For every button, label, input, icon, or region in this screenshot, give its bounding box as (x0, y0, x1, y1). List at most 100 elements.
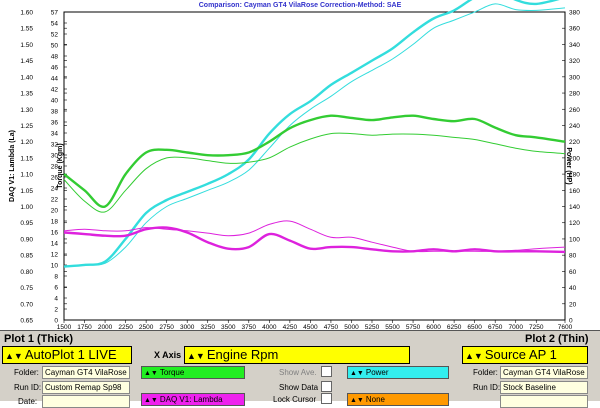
power-tick-label: 300 (569, 74, 580, 81)
torque-tick-label: 20 (51, 208, 59, 215)
torque-tick-label: 8 (54, 274, 58, 281)
plot2-select[interactable]: ▲▼ Source AP 1 (462, 346, 588, 364)
lambda-tick-label: 0.95 (20, 220, 33, 227)
date1-field[interactable] (42, 395, 130, 408)
spinner-icon: ▲▼ (5, 351, 23, 361)
lambda-tick-label: 1.20 (20, 139, 33, 146)
lambda-tick-label: 0.85 (20, 253, 33, 260)
lambda-tick-label: 1.55 (20, 26, 33, 33)
folder1-field[interactable]: Cayman GT4 VilaRose (42, 366, 130, 379)
power-tick-label: 40 (569, 285, 577, 292)
lambda-tick-label: 0.75 (20, 285, 33, 292)
channel2-select[interactable]: ▲▼ Power (347, 366, 449, 379)
spinner-icon: ▲▼ (144, 397, 158, 404)
folder1-label: Folder: (14, 368, 39, 377)
torque-tick-label: 38 (51, 109, 59, 116)
lambda-tick-label: 1.60 (20, 10, 33, 17)
rpm-tick-label: 7600 (558, 324, 573, 330)
lambda-tick-label: 0.90 (20, 236, 33, 243)
rpm-tick-label: 1750 (77, 324, 92, 330)
torque-tick-label: 12 (51, 252, 59, 259)
rpm-axis-ticks: 1500 1750 2000 2250 2500 2750 3000 3250 3500 3750… (57, 320, 573, 330)
torque-tick-label: 18 (51, 219, 59, 226)
plot1-select[interactable]: ▲▼ AutoPlot 1 LIVE (2, 346, 132, 364)
power-tick-label: 60 (569, 269, 577, 276)
rpm-tick-label: 4750 (324, 324, 339, 330)
torque-tick-label: 10 (51, 263, 59, 270)
torque-tick-label: 32 (51, 142, 59, 149)
rpm-tick-label: 3250 (200, 324, 215, 330)
show-data-checkbox[interactable] (321, 381, 332, 392)
power-tick-label: 380 (569, 10, 580, 17)
runid1-label: Run ID: (14, 383, 42, 392)
lambda-tick-label: 0.70 (20, 301, 33, 308)
power-tick-label: 220 (569, 139, 580, 146)
power-tick-label: 0 (569, 318, 573, 325)
folder2-label: Folder: (473, 368, 498, 377)
lambda-tick-label: 1.10 (20, 172, 33, 179)
lock-cursor-checkbox[interactable] (321, 393, 332, 404)
power-tick-label: 260 (569, 107, 580, 114)
spinner-icon: ▲▼ (350, 370, 364, 377)
spinner-icon: ▲▼ (187, 351, 205, 361)
date1-label: Date: (18, 397, 38, 406)
date2-field[interactable] (500, 395, 588, 408)
torque-plot-2-line (63, 132, 566, 213)
runid2-label: Run ID: (473, 383, 501, 392)
rpm-tick-label: 4250 (283, 324, 298, 330)
power-tick-label: 20 (569, 301, 577, 308)
power-tick-label: 200 (569, 155, 580, 162)
lambda-tick-label: 1.00 (20, 204, 33, 211)
rpm-tick-label: 2750 (159, 324, 174, 330)
rpm-tick-label: 1500 (57, 324, 72, 330)
lambda-tick-label: 1.35 (20, 91, 33, 98)
rpm-tick-label: 2500 (139, 324, 154, 330)
lambda-tick-label: 0.80 (20, 269, 33, 276)
lambda-tick-label: 1.30 (20, 107, 33, 114)
channel1-value: Torque (159, 368, 185, 377)
torque-tick-label: 40 (51, 98, 59, 105)
power-tick-label: 100 (569, 236, 580, 243)
lambda-tick-label: 1.15 (20, 155, 33, 162)
x-axis-select[interactable]: ▲▼ Engine Rpm (184, 346, 410, 364)
lambda-tick-label: 1.25 (20, 123, 33, 130)
power-tick-label: 320 (569, 58, 580, 65)
plot1-header: Plot 1 (Thick) (4, 333, 74, 345)
power-tick-label: 180 (569, 172, 580, 179)
runid2-field[interactable]: Stock Baseline (500, 381, 588, 394)
torque-tick-label: 0 (54, 318, 58, 325)
torque-tick-label: 14 (51, 241, 59, 248)
runid1-field[interactable]: Custom Remap Sp98 (42, 381, 130, 394)
torque-tick-label: 50 (51, 43, 59, 50)
channel1-select[interactable]: ▲▼ Torque (141, 366, 245, 379)
torque-tick-label: 26 (51, 175, 59, 182)
power-tick-label: 340 (569, 42, 580, 49)
torque-tick-label: 44 (51, 76, 59, 83)
plot1-select-value: AutoPlot 1 LIVE (24, 347, 117, 362)
torque-tick-label: 4 (54, 296, 58, 303)
torque-tick-label: 36 (51, 120, 59, 127)
rpm-tick-label: 7000 (508, 324, 523, 330)
torque-tick-label: 22 (51, 197, 59, 204)
show-data-label: Show Data (279, 383, 319, 392)
torque-tick-label: 54 (51, 21, 59, 28)
lambda-axis-ticks: 1.60 1.55 1.50 1.45 1.40 1.35 1.30 1.25 1.20 1.15… (20, 10, 67, 325)
power-tick-label: 280 (569, 91, 580, 98)
show-ave-checkbox[interactable] (321, 366, 332, 377)
rpm-tick-label: 5000 (344, 324, 359, 330)
rpm-tick-label: 2250 (118, 324, 133, 330)
channel2-value: Power (365, 368, 389, 377)
rpm-tick-label: 6500 (467, 324, 482, 330)
lambda-tick-label: 1.45 (20, 58, 33, 65)
power-axis-ticks: 3803603403203002802602402202001801601401… (562, 10, 580, 325)
series-layer (63, 0, 566, 268)
folder2-field[interactable]: Cayman GT4 VilaRose (500, 366, 588, 379)
rpm-tick-label: 5750 (406, 324, 421, 330)
torque-tick-label: 16 (51, 230, 59, 237)
torque-tick-label: 28 (51, 164, 59, 171)
plot2-select-value: Source AP 1 (484, 347, 557, 362)
rpm-tick-label: 4000 (262, 324, 277, 330)
plot2-header: Plot 2 (Thin) (525, 333, 589, 345)
control-panel: Plot 1 (Thick) Plot 2 (Thin) ▲▼ AutoPlot … (0, 330, 600, 408)
show-ave-label: Show Ave. (279, 368, 317, 377)
